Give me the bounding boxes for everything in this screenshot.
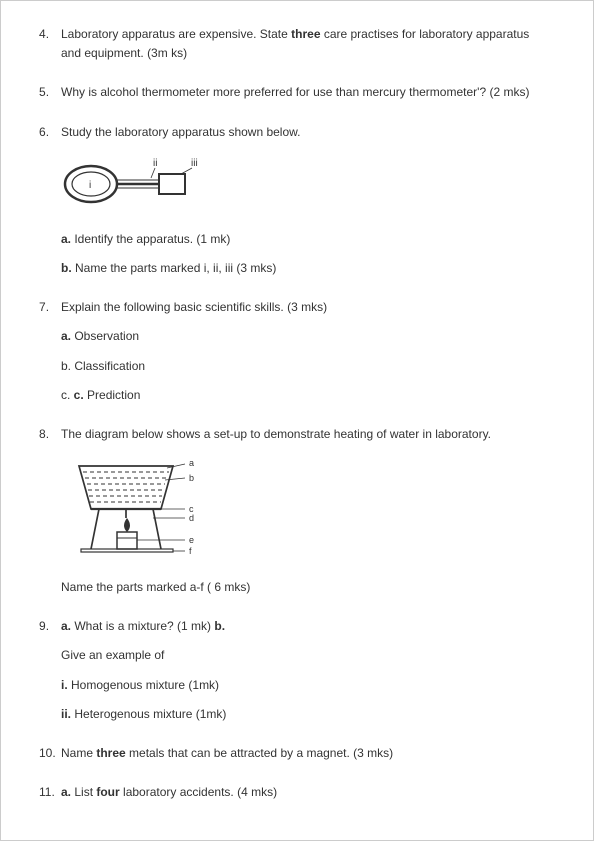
q4-text-before: Laboratory apparatus are expensive. Stat…: [61, 27, 291, 41]
q8-label-e: e: [189, 535, 194, 545]
q6-b-text: Name the parts marked i, ii, iii (3 mks): [72, 261, 277, 275]
q4-bold: three: [291, 27, 320, 41]
q7-subparts: a. Observation b. Classification c. c. P…: [61, 327, 543, 405]
q9-ii-bold: ii.: [61, 707, 71, 721]
heating-setup-icon: a b c d e f: [61, 454, 211, 564]
q6-a-bold: a.: [61, 232, 71, 246]
question-5: Why is alcohol thermometer more preferre…: [27, 83, 543, 102]
loupe-icon: i ii iii: [61, 152, 211, 216]
page-content: Laboratory apparatus are expensive. Stat…: [1, 1, 593, 846]
q6-label-iii: iii: [191, 158, 198, 169]
question-11: a. List four laboratory accidents. (4 mk…: [27, 783, 543, 802]
q9-a-bold: a.: [61, 619, 71, 633]
q6-a-text: Identify the apparatus. (1 mk): [71, 232, 230, 246]
q6-a: a. Identify the apparatus. (1 mk): [61, 230, 543, 249]
question-8: The diagram below shows a set-up to demo…: [27, 425, 543, 597]
q9-a-text: What is a mixture? (1 mk): [71, 619, 214, 633]
q8-caption: Name the parts marked a-f ( 6 mks): [61, 578, 543, 597]
q7-c-text: Prediction: [84, 388, 141, 402]
q7-c: c. c. Prediction: [61, 386, 543, 405]
q7-b: b. Classification: [61, 357, 543, 376]
q8-label-d: d: [189, 513, 194, 523]
q5-text: Why is alcohol thermometer more preferre…: [61, 85, 529, 99]
q9-a-trail-bold: b.: [214, 619, 225, 633]
q7-a-bold: a.: [61, 329, 71, 343]
q8-label-f: f: [189, 546, 192, 556]
q9-i-bold: i.: [61, 678, 68, 692]
q11-text-after: laboratory accidents. (4 mks): [120, 785, 277, 799]
q11-text-before: List: [71, 785, 96, 799]
q10-text-after: metals that can be attracted by a magnet…: [126, 746, 393, 760]
q11-bold: four: [96, 785, 119, 799]
q7-a: a. Observation: [61, 327, 543, 346]
q7-a-text: Observation: [71, 329, 139, 343]
q6-text: Study the laboratory apparatus shown bel…: [61, 125, 300, 139]
q10-bold: three: [96, 746, 125, 760]
q7-c-prefix: c.: [61, 388, 74, 402]
question-6: Study the laboratory apparatus shown bel…: [27, 123, 543, 279]
q6-b-bold: b.: [61, 261, 72, 275]
q8-label-b: b: [189, 473, 194, 483]
question-9: a. What is a mixture? (1 mk) b. Give an …: [27, 617, 543, 724]
question-4: Laboratory apparatus are expensive. Stat…: [27, 25, 543, 63]
q9-ii-text: Heterogenous mixture (1mk): [71, 707, 226, 721]
q6-label-i: i: [89, 180, 91, 191]
q9-i: i. Homogenous mixture (1mk): [61, 676, 543, 695]
q7-c-bold: c.: [74, 388, 84, 402]
question-list: Laboratory apparatus are expensive. Stat…: [27, 25, 543, 802]
question-7: Explain the following basic scientific s…: [27, 298, 543, 405]
q6-label-ii: ii: [153, 158, 157, 169]
q7-text: Explain the following basic scientific s…: [61, 300, 327, 314]
q9-i-text: Homogenous mixture (1mk): [68, 678, 219, 692]
question-10: Name three metals that can be attracted …: [27, 744, 543, 763]
q6-subparts: a. Identify the apparatus. (1 mk) b. Nam…: [61, 230, 543, 278]
q7-b-text: b. Classification: [61, 359, 145, 373]
q11-a-bold: a.: [61, 785, 71, 799]
q8-diagram: a b c d e f: [61, 454, 543, 564]
q9-subparts: Give an example of i. Homogenous mixture…: [61, 646, 543, 724]
q6-b: b. Name the parts marked i, ii, iii (3 m…: [61, 259, 543, 278]
q8-label-a: a: [189, 458, 194, 468]
q9-ii: ii. Heterogenous mixture (1mk): [61, 705, 543, 724]
q8-text: The diagram below shows a set-up to demo…: [61, 427, 491, 441]
q9-give: Give an example of: [61, 646, 543, 665]
q10-text-before: Name: [61, 746, 96, 760]
q6-diagram: i ii iii: [61, 152, 543, 216]
